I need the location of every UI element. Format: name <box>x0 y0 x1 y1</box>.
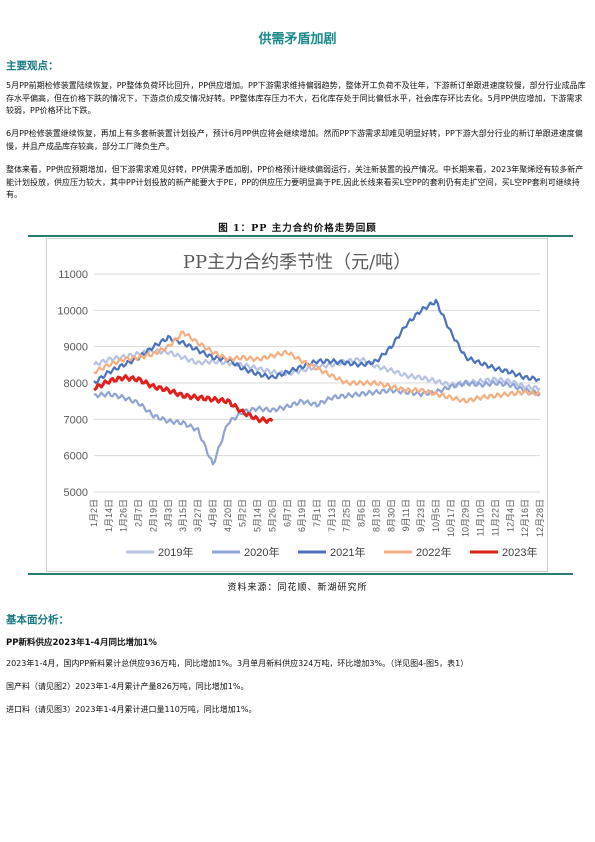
figure-top-rule <box>28 235 573 237</box>
y-tick-label: 9000 <box>64 342 88 354</box>
legend-label: 2021年 <box>330 545 365 559</box>
x-tick-label: 5月14日 <box>253 499 263 532</box>
x-tick-label: 6月7日 <box>282 499 292 527</box>
x-tick-label: 6月19日 <box>297 499 307 532</box>
x-tick-label: 2月19日 <box>148 499 158 532</box>
x-tick-label: 8月6日 <box>357 499 367 527</box>
x-tick-label: 1月14日 <box>104 499 114 532</box>
legend-label: 2022年 <box>416 545 451 559</box>
y-tick-label: 7000 <box>64 414 88 426</box>
paragraph-2: 6月PP检修装置继续恢复，再加上有多套新装置计划投产，预计6月PP供应将会继续增… <box>6 129 583 151</box>
section-heading-fundamentals: 基本面分析： <box>6 614 69 626</box>
x-tick-label: 12月28日 <box>535 499 545 537</box>
y-tick-label: 8000 <box>64 378 88 390</box>
seasonality-chart: PP主力合约季节性（元/吨） 5000 6000 7000 8000 9000 10000 1… <box>46 238 548 572</box>
series-line-2020年 <box>93 379 541 466</box>
paragraph-domestic: 国产料（请见图2）2023年1-4月累计产量826万吨，同比增加1%。 <box>6 682 249 691</box>
x-tick-label: 3月27日 <box>193 499 203 532</box>
x-tick-label: 12月4日 <box>505 499 515 532</box>
y-tick-label: 5000 <box>64 487 88 499</box>
subheading-supply: PP新料供应2023年1-4月同比增加1% <box>6 638 157 648</box>
x-tick-label: 10月17日 <box>446 499 456 537</box>
figure-caption: 图 1：PP 主力合约价格走势回顾 <box>218 223 377 234</box>
page-title: 供需矛盾加剧 <box>258 32 337 47</box>
x-tick-label: 4月8日 <box>208 499 218 527</box>
paragraph-3: 整体来看，PP供应预期增加，但下游需求难见好转，PP供需矛盾加剧，PP价格预计继… <box>6 165 584 199</box>
x-tick-label: 2月7日 <box>134 499 144 527</box>
y-tick-label: 6000 <box>64 451 88 463</box>
series-line-2022年 <box>93 330 541 404</box>
x-tick-label: 9月11日 <box>401 499 411 531</box>
x-tick-label: 9月23日 <box>416 499 426 532</box>
x-tick-label: 8月30日 <box>386 499 396 532</box>
series-line-2023年 <box>93 374 274 424</box>
paragraph-import: 进口料（请见图3）2023年1-4月累计进口量110万吨，同比增加1%。 <box>6 705 257 714</box>
x-tick-label: 11月10日 <box>476 499 486 536</box>
x-tick-label: 7月25日 <box>342 499 352 532</box>
x-tick-label: 11月22日 <box>490 499 500 536</box>
legend-label: 2023年 <box>502 545 537 559</box>
x-tick-label: 8月18日 <box>371 499 381 532</box>
x-tick-label: 10月29日 <box>461 499 471 537</box>
legend-label: 2019年 <box>158 545 193 559</box>
x-tick-label: 1月2日 <box>89 499 99 527</box>
x-tick-label: 5月26日 <box>267 499 277 532</box>
x-tick-label: 1月26日 <box>119 499 129 532</box>
paragraph-supply: 2023年1-4月，国内PP新料累计总供应936万吨，同比增加1%。3月单月新料… <box>6 659 469 668</box>
chart-container: PP主力合约季节性（元/吨） 5000 6000 7000 8000 9000 10000 1… <box>46 238 548 572</box>
x-tick-label: 3月3日 <box>163 499 173 527</box>
y-tick-label: 10000 <box>57 305 88 317</box>
legend-label: 2020年 <box>244 545 279 559</box>
y-tick-label: 11000 <box>58 269 88 281</box>
x-tick-label: 7月13日 <box>327 499 337 532</box>
figure-source: 资料来源：同花顺、新湖研究所 <box>227 583 368 593</box>
x-tick-label: 3月15日 <box>178 499 188 532</box>
section-heading-main-views: 主要观点： <box>6 60 59 72</box>
x-tick-label: 12月16日 <box>520 499 530 537</box>
chart-title: PP主力合约季节性（元/吨） <box>183 252 411 273</box>
series-line-2021年 <box>93 298 540 384</box>
paragraph-1: 5月PP前期检修装置陆续恢复，PP整体负荷环比回升，PP供应增加。PP下游需求维… <box>6 81 586 115</box>
x-tick-label: 4月20日 <box>223 499 233 532</box>
x-tick-label: 5月2日 <box>238 499 248 527</box>
figure-bottom-rule <box>28 573 573 575</box>
x-tick-label: 10月5日 <box>431 499 441 532</box>
x-tick-label: 7月1日 <box>312 499 322 527</box>
